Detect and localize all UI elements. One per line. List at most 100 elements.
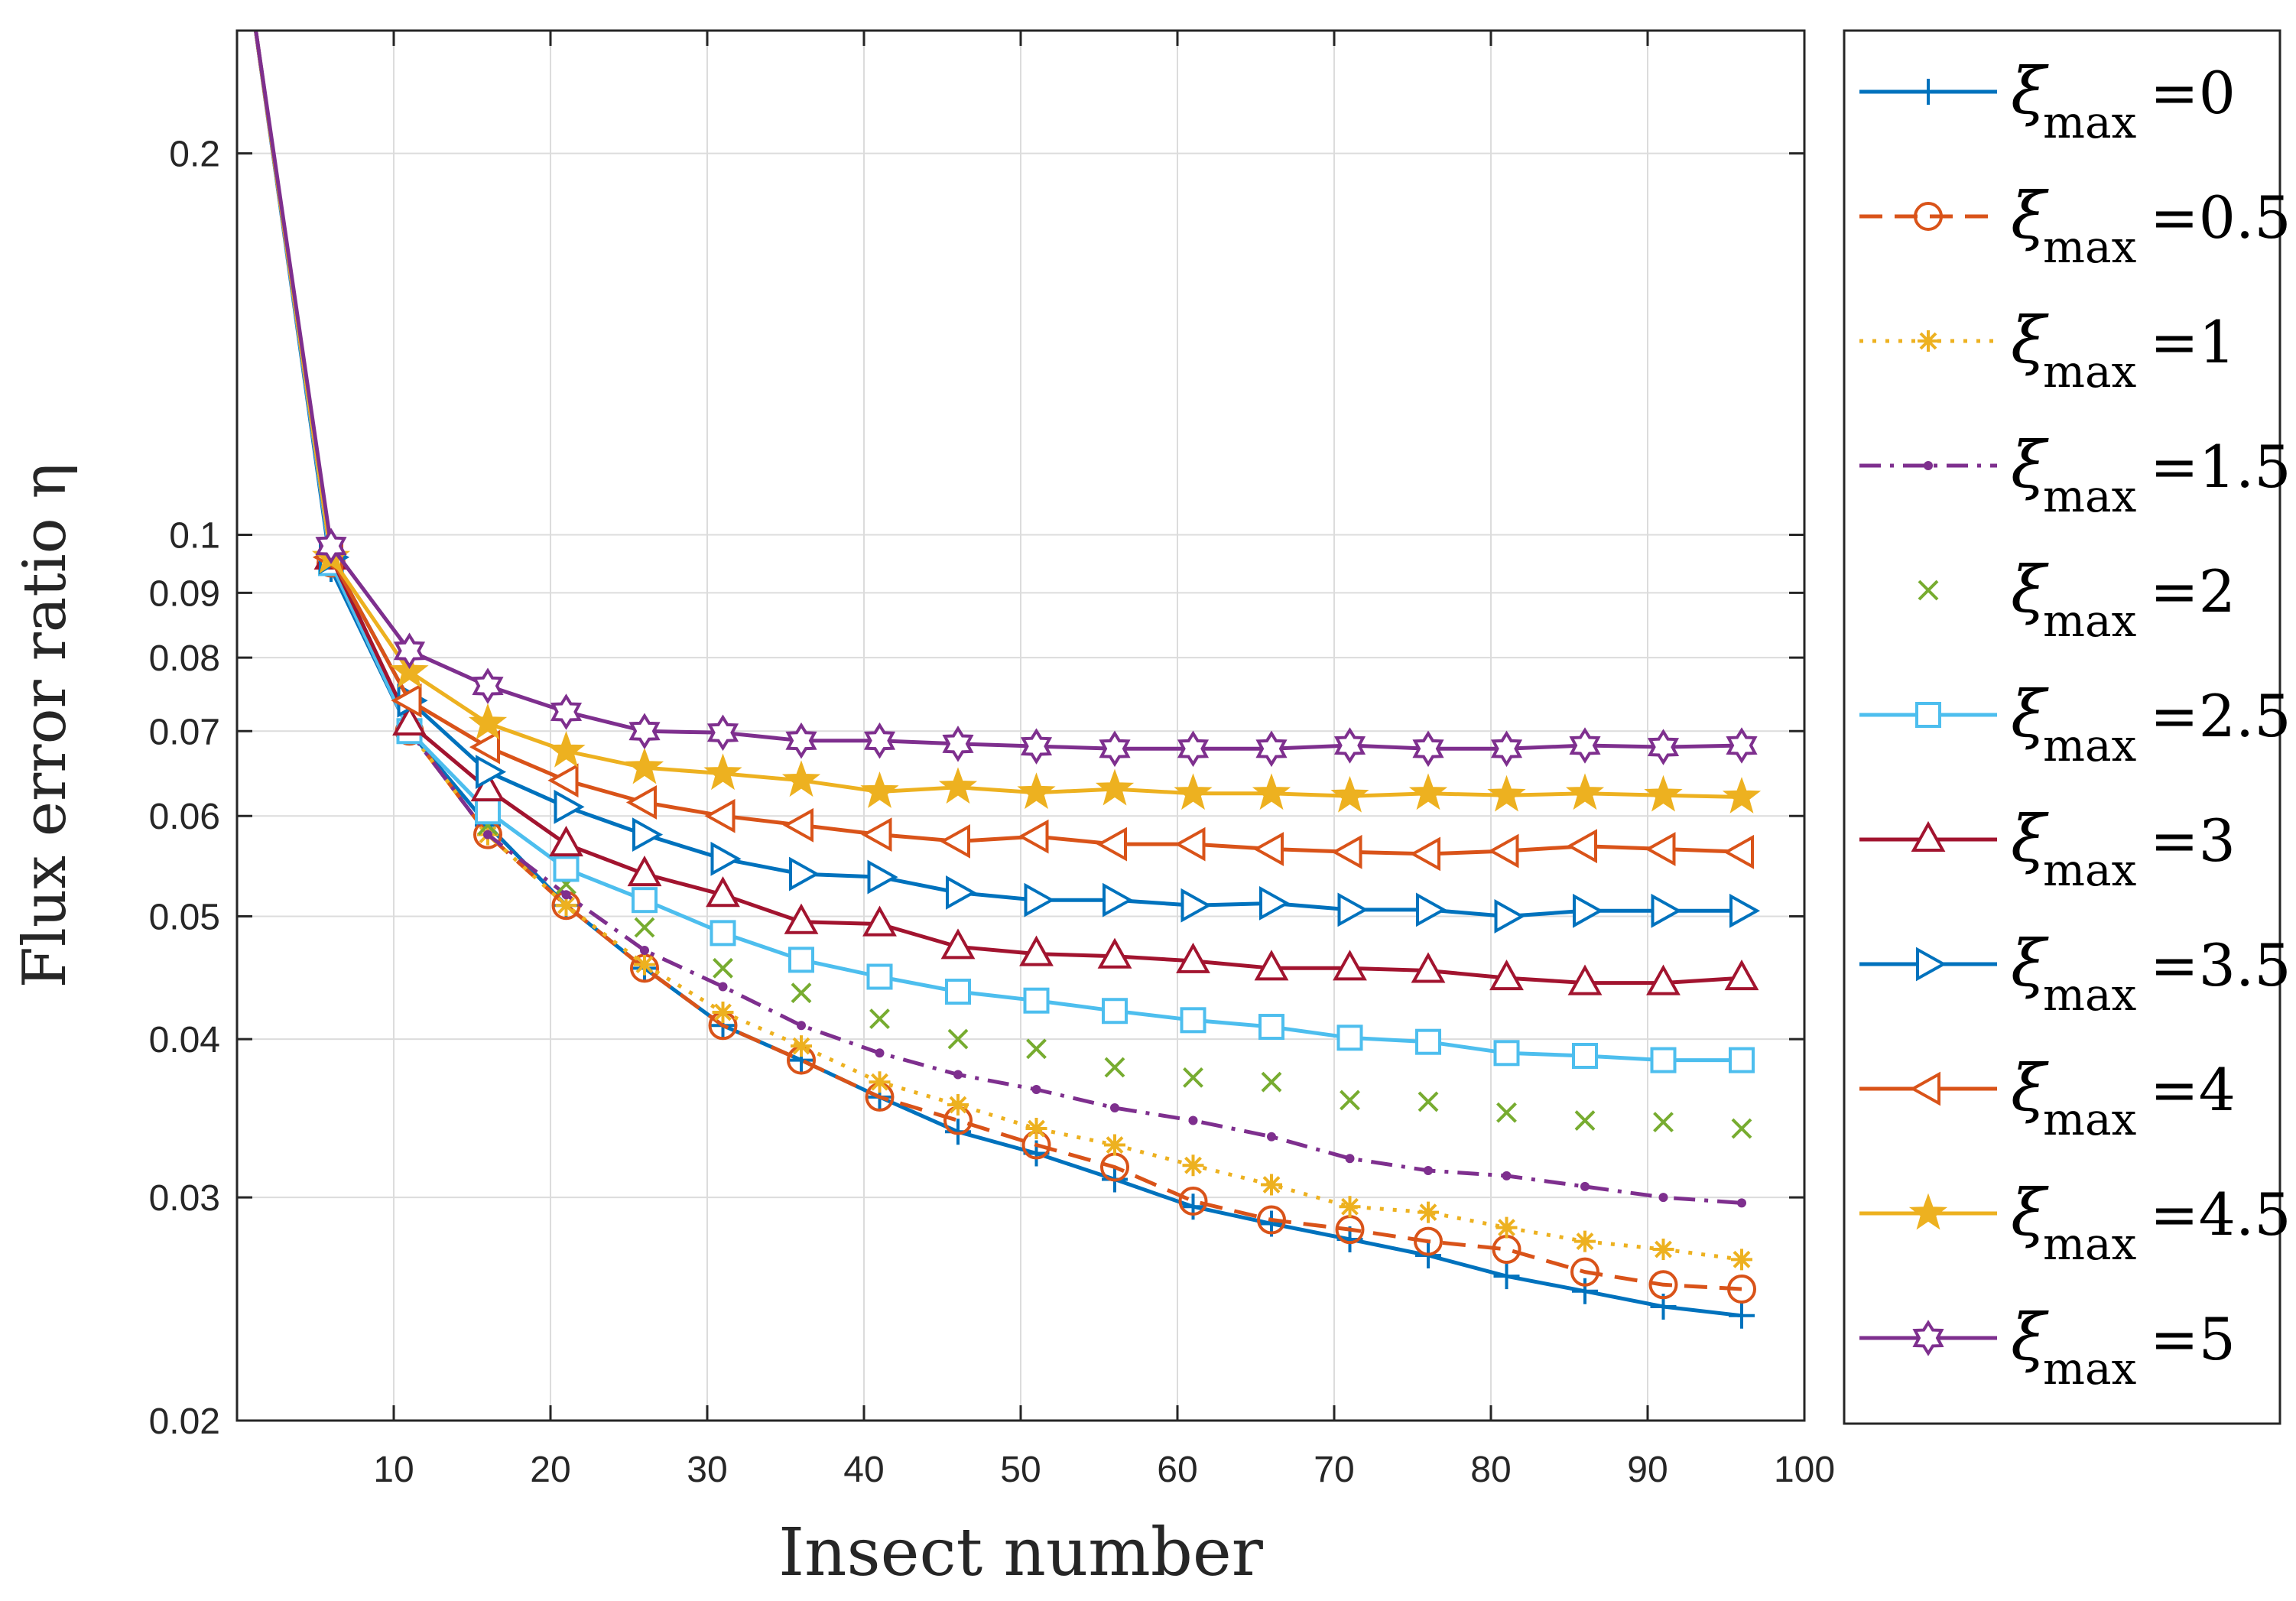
data-point — [1331, 834, 1362, 869]
data-point — [1569, 727, 1601, 764]
series-8 — [254, 31, 1754, 872]
data-point — [1650, 1047, 1677, 1073]
data-point — [704, 798, 736, 833]
data-point — [1731, 1249, 1752, 1271]
data-point — [483, 830, 492, 839]
data-point — [476, 755, 507, 790]
data-point — [468, 703, 508, 740]
legend-value: =4.5 — [2150, 1180, 2291, 1249]
legend-subscript: max — [2043, 719, 2136, 771]
data-point — [860, 771, 899, 808]
legend-marker — [1918, 330, 1939, 352]
data-point — [1330, 775, 1369, 813]
data-point — [942, 726, 974, 762]
data-point — [1174, 773, 1213, 810]
y-tick-label: 0.2 — [169, 135, 220, 175]
legend-value: =2 — [2150, 557, 2236, 625]
data-point — [1487, 775, 1526, 812]
legend-marker — [1918, 580, 1939, 601]
data-point — [1724, 960, 1759, 991]
data-point — [1415, 1028, 1441, 1055]
legend-symbol: ξ — [2011, 1300, 2049, 1375]
tick-layer: 10 20 30 40 50 60 70 80 90 100 0.02 0.03 0.04 0.05 0.0… — [149, 31, 1835, 1490]
legend-marker — [1912, 1320, 1944, 1356]
data-point — [938, 767, 978, 804]
data-point — [640, 945, 649, 955]
series-layer — [253, 31, 1762, 1329]
legend-marker — [1911, 820, 1946, 852]
data-point — [869, 1071, 891, 1093]
legend-symbol: ξ — [2011, 1175, 2049, 1250]
data-point — [1259, 885, 1291, 921]
legend-subscript: max — [2043, 844, 2136, 896]
data-point — [1337, 892, 1369, 927]
data-point — [554, 789, 585, 824]
series-line — [254, 31, 1742, 918]
data-point — [547, 730, 586, 768]
data-point — [1188, 1116, 1198, 1125]
data-point — [1176, 942, 1210, 973]
data-point — [1180, 1007, 1206, 1034]
data-point — [553, 856, 580, 882]
legend-subscript: max — [2043, 346, 2136, 398]
data-point — [1645, 832, 1676, 866]
data-point — [1018, 819, 1049, 854]
legend-marker — [1915, 702, 1941, 728]
data-point — [392, 704, 427, 736]
data-point — [939, 823, 970, 859]
data-point — [1174, 826, 1206, 862]
legend-symbol: ξ — [2011, 926, 2049, 1001]
data-point — [703, 753, 742, 791]
data-point — [788, 947, 814, 973]
legend-value: =0.5 — [2150, 183, 2291, 252]
data-point — [1580, 1181, 1590, 1191]
legend-value: =5 — [2150, 1305, 2236, 1373]
data-point — [628, 713, 661, 750]
data-point — [625, 747, 664, 784]
data-point — [946, 875, 977, 910]
series-10 — [254, 31, 1758, 768]
legend-symbol: ξ — [2011, 677, 2049, 752]
legend-marker — [1916, 947, 1947, 982]
data-point — [1017, 772, 1056, 810]
data-point — [634, 917, 655, 938]
data-point — [945, 979, 971, 1005]
data-point — [1731, 1118, 1752, 1139]
data-point — [1339, 1196, 1361, 1218]
data-point — [1729, 1302, 1755, 1329]
series-line — [254, 31, 1742, 799]
y-tick-label: 0.03 — [149, 1178, 220, 1219]
data-point — [875, 1048, 885, 1058]
data-point — [1566, 829, 1597, 864]
legend-subscript: max — [2043, 1343, 2136, 1395]
legend-subscript: max — [2043, 1218, 2136, 1270]
legend-subscript: max — [2043, 595, 2136, 647]
data-point — [1565, 773, 1605, 810]
data-point — [1097, 937, 1132, 969]
legend-subscript: max — [2043, 221, 2136, 273]
series-3 — [253, 31, 1746, 1208]
data-point — [315, 528, 347, 564]
x-tick-label: 70 — [1314, 1450, 1354, 1490]
series-line — [253, 31, 1742, 1205]
legend-marker — [1909, 1071, 1940, 1106]
data-point — [1488, 833, 1519, 869]
data-point — [1644, 775, 1683, 812]
data-point — [1573, 893, 1604, 928]
legend-subscript: max — [2043, 1093, 2136, 1145]
data-point — [1267, 1132, 1276, 1141]
data-point — [1261, 1071, 1282, 1093]
x-tick-label: 40 — [843, 1450, 884, 1490]
data-point — [1726, 727, 1758, 764]
data-point — [1103, 882, 1134, 917]
data-point — [1408, 773, 1448, 810]
y-axis-label: Flux error ratio η — [11, 463, 80, 988]
data-point — [391, 683, 422, 718]
legend-symbol: ξ — [2011, 54, 2049, 128]
legend-value: =4 — [2150, 1056, 2236, 1124]
